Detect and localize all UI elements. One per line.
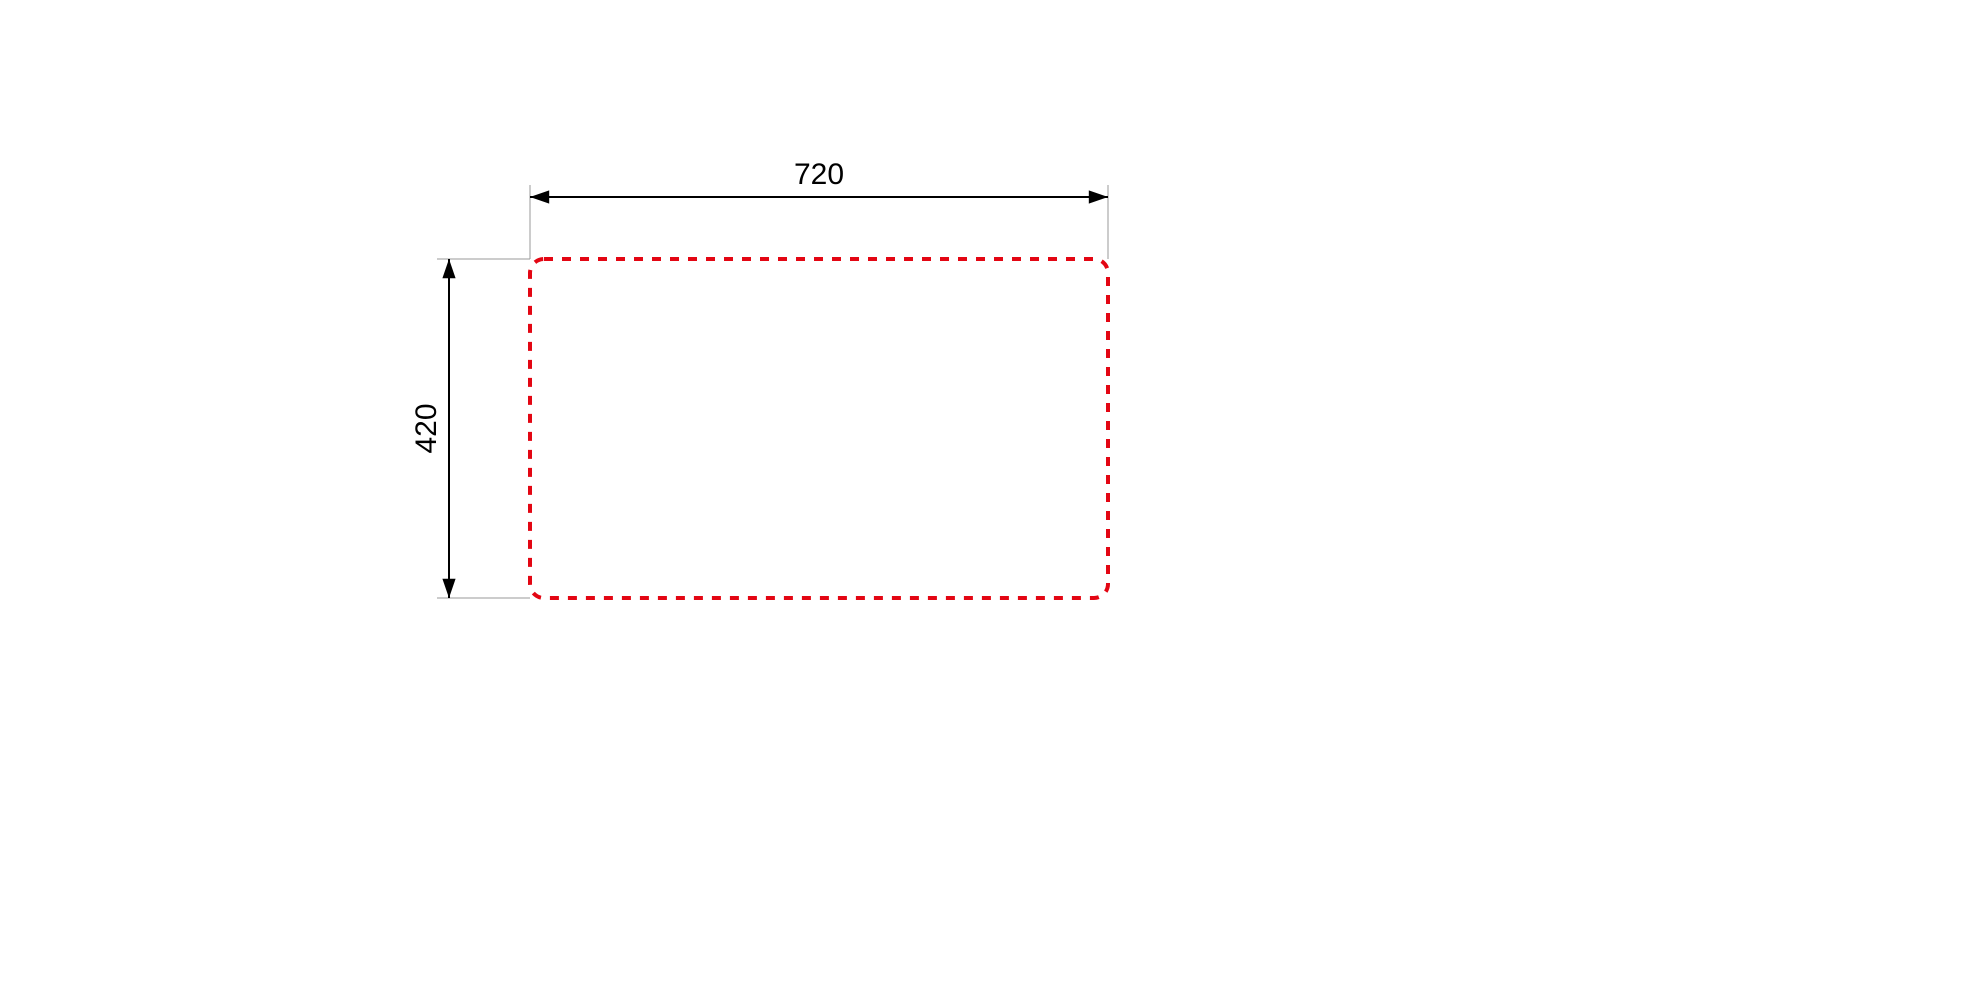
dim-h-arrow-left	[530, 190, 549, 203]
dim-v-arrow-top	[442, 259, 455, 278]
dim-v-label: 420	[410, 403, 443, 453]
dim-v-arrow-bottom	[442, 579, 455, 598]
dim-h-label: 720	[794, 158, 844, 191]
dashed-rectangle	[530, 259, 1108, 598]
dim-h-arrow-right	[1089, 190, 1108, 203]
